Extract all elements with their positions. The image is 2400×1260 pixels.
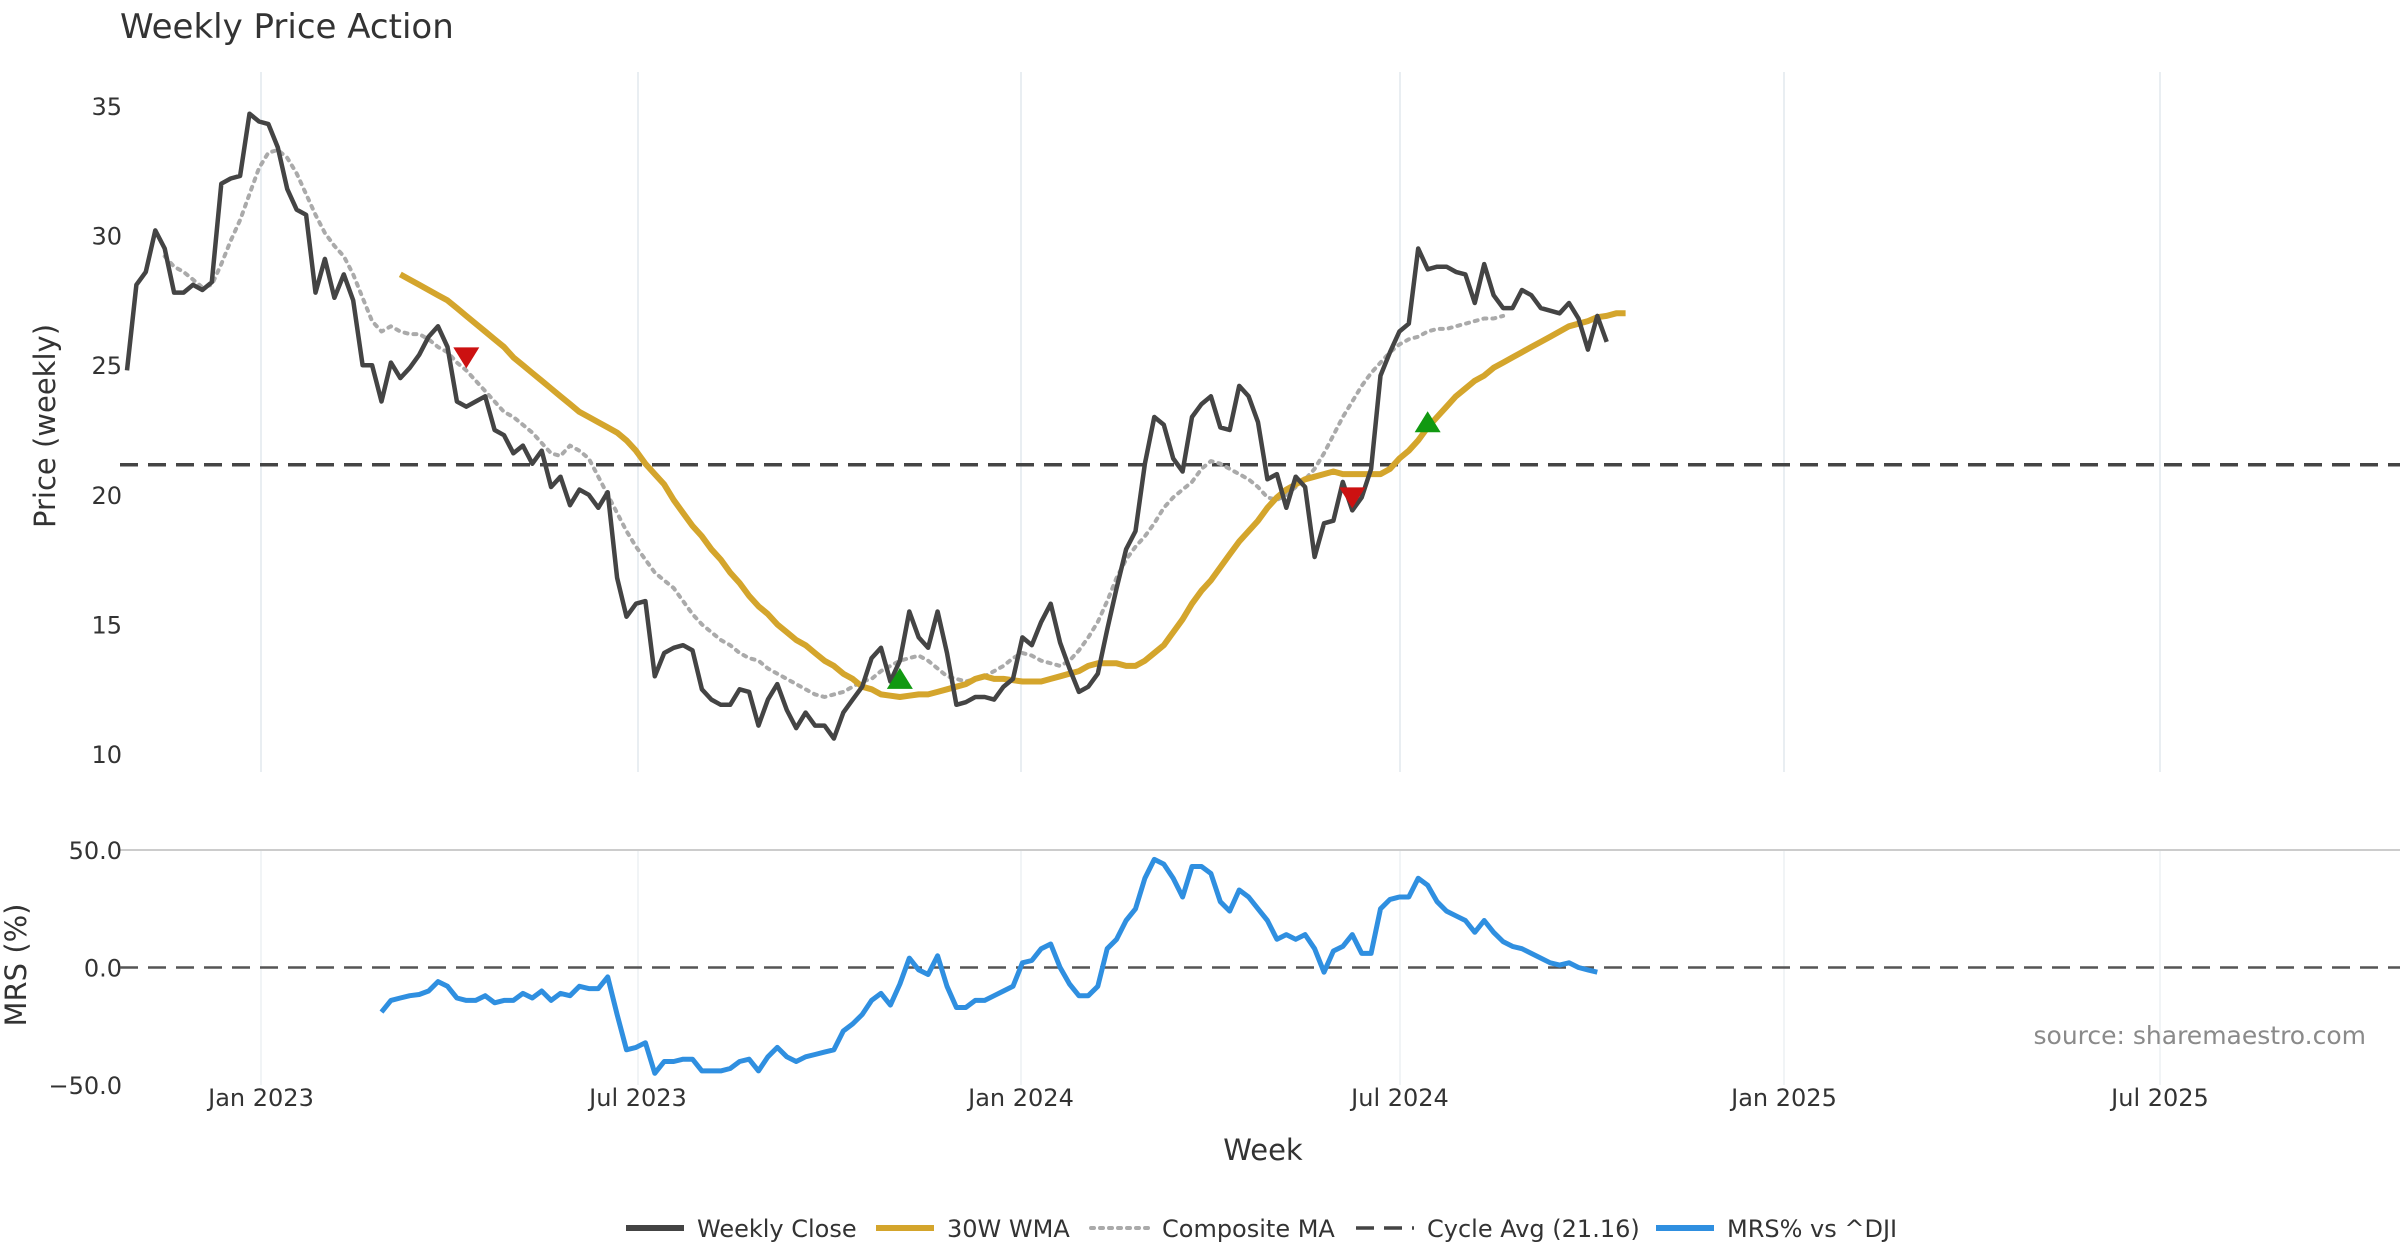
x-axis-label: Week	[1223, 1133, 1303, 1167]
x-tick-label: Jan 2025	[1729, 1084, 1837, 1112]
buy-signal-marker	[886, 667, 913, 689]
wma-30w-line	[398, 271, 1626, 700]
trade-signals	[453, 347, 1441, 689]
price-ytick-label: 30	[91, 223, 122, 251]
x-tick-label: Jul 2025	[2109, 1084, 2209, 1112]
legend: Weekly Close 30W WMA Composite MA Cycle Avg…	[626, 1215, 1897, 1243]
legend-item: Cycle Avg (21.16)	[1356, 1215, 1640, 1243]
composite-ma-line	[162, 148, 1506, 699]
legend-item: Weekly Close	[626, 1215, 857, 1243]
mrs-line	[379, 856, 1598, 1076]
mrs-y-ticks: 50.0 0.0 −50.0	[48, 837, 122, 1100]
price-ytick-label: 15	[91, 611, 122, 639]
price-ytick-label: 35	[91, 93, 122, 121]
x-ticks: Jan 2023 Jul 2023 Jan 2024 Jul 2024 Jan 2025…	[206, 1084, 2209, 1112]
price-panel-gridlines	[260, 72, 2161, 772]
source-note: source: sharemaestro.com	[2034, 1021, 2367, 1050]
legend-item: Composite MA	[1089, 1215, 1335, 1243]
mrs-ytick-label: 50.0	[69, 837, 122, 865]
legend-item: 30W WMA	[876, 1215, 1070, 1243]
buy-signal-marker	[1414, 411, 1441, 433]
price-y-axis-label: Price (weekly)	[28, 324, 62, 528]
legend-label: Weekly Close	[697, 1215, 857, 1243]
sell-signal-marker	[453, 347, 480, 369]
chart-title: Weekly Price Action	[120, 7, 454, 47]
legend-item: MRS% vs ^DJI	[1656, 1215, 1897, 1243]
mrs-ytick-label: 0.0	[84, 955, 122, 983]
weekly-close-line	[124, 111, 1609, 741]
legend-label: Composite MA	[1162, 1215, 1335, 1243]
mrs-ytick-label: −50.0	[48, 1072, 122, 1100]
legend-label: Cycle Avg (21.16)	[1427, 1215, 1640, 1243]
price-ytick-label: 25	[91, 352, 122, 380]
price-y-ticks: 10 15 20 25 30 35	[91, 93, 122, 769]
price-ytick-label: 20	[91, 482, 122, 510]
x-tick-label: Jan 2024	[966, 1084, 1074, 1112]
x-tick-label: Jul 2024	[1349, 1084, 1449, 1112]
legend-label: MRS% vs ^DJI	[1727, 1215, 1897, 1243]
legend-label: 30W WMA	[947, 1215, 1070, 1243]
price-ytick-label: 10	[91, 741, 122, 769]
sell-signal-marker	[1339, 487, 1366, 509]
x-tick-label: Jul 2023	[587, 1084, 687, 1112]
mrs-y-axis-label: MRS (%)	[0, 904, 33, 1027]
x-tick-label: Jan 2023	[206, 1084, 314, 1112]
